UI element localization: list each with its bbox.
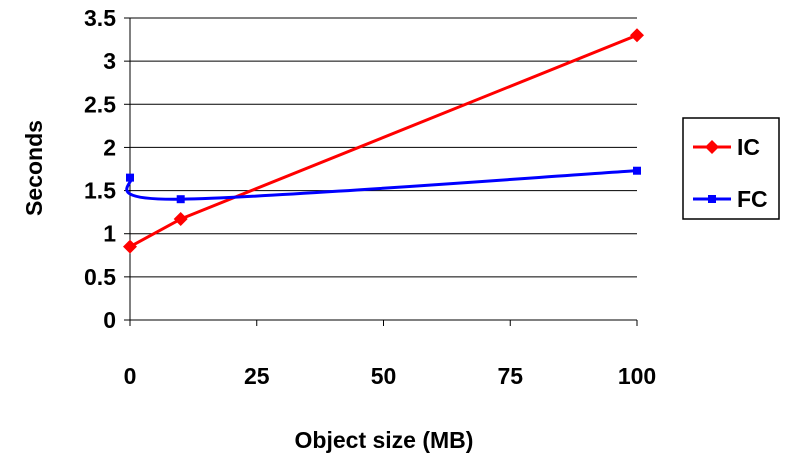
data-point-fc: [633, 166, 641, 175]
series-fc: [125, 166, 641, 204]
legend-label-ic: IC: [737, 134, 760, 160]
y-axis-title: Seconds: [21, 120, 47, 216]
y-tick-label: 3.5: [84, 5, 116, 31]
axes: [124, 17, 638, 326]
x-tick-labels: 0 25 50 75 100: [124, 363, 657, 389]
legend-marker-fc: [708, 195, 716, 203]
data-point-fc: [126, 173, 134, 182]
y-tick-label: 1.5: [84, 178, 116, 204]
x-tick-label: 50: [371, 363, 397, 389]
x-tick-label: 25: [244, 363, 270, 389]
data-point-ic: [123, 239, 137, 254]
y-tick-label: 2.5: [84, 91, 116, 117]
legend: IC FC: [682, 117, 780, 220]
y-tick-label: 1: [103, 221, 116, 247]
series-ic: [123, 28, 644, 254]
x-tick-label: 75: [497, 363, 523, 389]
y-tick-label: 3: [103, 48, 116, 74]
x-axis-title: Object size (MB): [295, 427, 474, 453]
y-tick-label: 0: [103, 307, 116, 333]
x-tick-label: 0: [124, 363, 137, 389]
data-point-fc: [176, 195, 185, 204]
y-tick-label: 2: [103, 134, 116, 160]
data-point-ic: [630, 28, 644, 43]
data-point-ic: [173, 212, 188, 227]
y-tick-label: 0.5: [84, 264, 116, 290]
legend-box: [682, 117, 780, 220]
series-lines: [123, 28, 644, 254]
series-line-fc: [125, 169, 639, 201]
y-tick-labels: 0 0.5 1 1.5 2 2.5 3 3.5: [84, 5, 116, 333]
legend-marker-ic: [705, 140, 719, 154]
legend-label-fc: FC: [737, 186, 768, 212]
gridlines: [130, 17, 637, 278]
x-tick-label: 100: [618, 363, 656, 389]
